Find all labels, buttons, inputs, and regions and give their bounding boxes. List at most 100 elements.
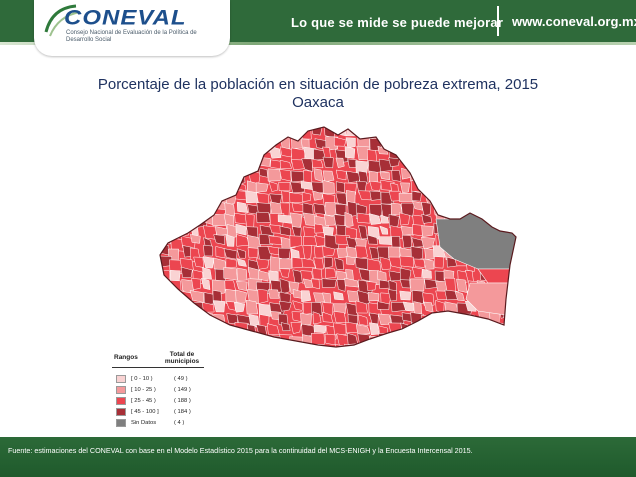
municipality-cell xyxy=(499,171,514,182)
municipality-cell xyxy=(312,268,323,280)
municipality-cell xyxy=(148,190,159,202)
municipality-cell xyxy=(289,192,305,203)
municipality-cell xyxy=(160,324,170,337)
municipality-cell xyxy=(477,158,491,173)
legend-count: ( 4 ) xyxy=(174,420,185,426)
municipality-cell xyxy=(181,116,190,127)
municipality-cell xyxy=(478,127,492,142)
source-note: Fuente: estimaciones del CONEVAL con bas… xyxy=(8,446,473,455)
municipality-cell xyxy=(344,211,354,228)
municipality-cell xyxy=(321,278,337,288)
municipality-cell xyxy=(258,138,271,153)
municipality-cell xyxy=(420,236,436,250)
municipality-cell xyxy=(453,346,470,347)
municipality-cell xyxy=(380,214,390,224)
municipality-cell xyxy=(322,245,335,257)
municipality-cell xyxy=(468,323,484,337)
municipality-cell xyxy=(388,214,400,229)
municipality-cell xyxy=(300,290,312,303)
municipality-cell xyxy=(168,202,182,214)
municipality-cell xyxy=(422,323,431,336)
municipality-cell xyxy=(443,159,455,170)
logo-subtitle: Consejo Nacional de Evaluación de la Pol… xyxy=(66,30,197,43)
municipality-cell xyxy=(170,138,182,150)
municipality-cell xyxy=(190,127,203,129)
municipality-cell xyxy=(434,256,445,269)
municipality-cell xyxy=(322,180,335,194)
municipality-cell xyxy=(212,213,227,227)
municipality-cell xyxy=(170,171,185,187)
municipality-cell xyxy=(423,348,435,355)
municipality-cell xyxy=(160,215,171,230)
municipality-cell xyxy=(160,127,170,136)
municipality-cell xyxy=(411,190,422,202)
municipality-cell xyxy=(150,312,159,322)
municipality-cell xyxy=(435,346,448,347)
municipality-cell xyxy=(454,314,468,327)
municipality-cell xyxy=(345,255,356,265)
municipality-cell xyxy=(477,201,489,215)
municipality-cell xyxy=(486,157,498,172)
municipality-cell xyxy=(160,332,172,346)
municipality-cell xyxy=(268,146,282,159)
municipality-cell xyxy=(399,267,412,282)
municipality-cell xyxy=(478,169,494,184)
municipality-cell xyxy=(402,336,417,347)
municipality-cell xyxy=(357,314,369,327)
municipality-cell xyxy=(181,314,191,328)
legend-swatch xyxy=(116,386,126,394)
site-url-link[interactable]: www.coneval.org.mx xyxy=(512,14,636,29)
municipality-cell xyxy=(431,149,447,163)
municipality-cell xyxy=(277,214,292,224)
municipality-cell xyxy=(289,127,303,129)
municipality-cell xyxy=(270,117,281,126)
municipality-cell xyxy=(446,334,462,347)
municipality-cell xyxy=(236,280,248,291)
municipality-cell xyxy=(402,301,416,312)
coneval-logo[interactable]: CONEVAL Consejo Nacional de Evaluación d… xyxy=(34,0,230,56)
municipality-cell xyxy=(509,179,516,195)
municipality-cell xyxy=(445,344,460,347)
municipality-cell xyxy=(410,180,424,192)
municipality-cell xyxy=(489,149,500,163)
municipality-cell xyxy=(246,148,258,163)
municipality-cell xyxy=(160,312,174,327)
municipality-cell xyxy=(334,203,347,217)
municipality-cell xyxy=(314,223,324,234)
municipality-cell xyxy=(289,235,302,248)
municipality-cell xyxy=(246,115,254,124)
municipality-cell xyxy=(302,245,313,261)
municipality-cell xyxy=(160,280,167,295)
municipality-cell xyxy=(160,222,172,233)
municipality-cell xyxy=(181,201,196,213)
municipality-cell xyxy=(160,146,163,159)
municipality-cell xyxy=(148,214,157,224)
municipality-cell xyxy=(399,212,410,226)
municipality-cell xyxy=(388,345,403,347)
municipality-cell xyxy=(378,325,388,340)
municipality-cell xyxy=(226,115,237,126)
municipality-cell xyxy=(498,345,510,347)
municipality-cell xyxy=(379,127,391,128)
municipality-cell xyxy=(204,191,218,204)
municipality-cell xyxy=(235,223,247,236)
municipality-cell xyxy=(357,212,371,224)
municipality-cell xyxy=(402,115,413,123)
municipality-cell xyxy=(446,135,461,150)
municipality-cell xyxy=(192,137,206,150)
municipality-cell xyxy=(311,158,324,169)
legend-range: [ 0 - 10 ) xyxy=(131,376,153,382)
municipality-cell xyxy=(465,332,476,345)
municipality-cell xyxy=(191,192,206,206)
legend-divider xyxy=(112,367,204,368)
municipality-cell xyxy=(324,333,336,346)
municipality-cell xyxy=(455,159,467,173)
municipality-cell xyxy=(226,347,238,355)
municipality-cell xyxy=(259,167,268,178)
municipality-cell xyxy=(421,127,432,136)
municipality-cell xyxy=(457,204,471,215)
municipality-cell xyxy=(358,190,373,201)
municipality-cell xyxy=(278,300,292,312)
municipality-cell xyxy=(224,179,235,193)
municipality-cell xyxy=(468,203,483,214)
